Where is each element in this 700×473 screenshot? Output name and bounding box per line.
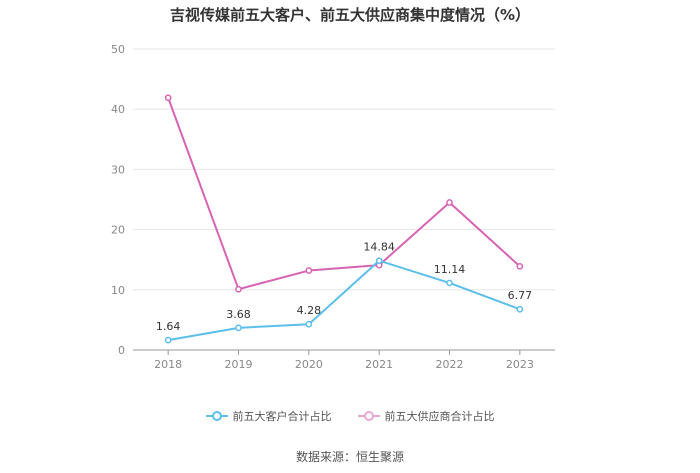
- legend-label-suppliers: 前五大供应商合计占比: [384, 410, 495, 423]
- x-tick-label: 2022: [436, 358, 464, 371]
- chart-title: 吉视传媒前五大客户、前五大供应商集中度情况（%）: [169, 6, 531, 24]
- series-lines: [164, 94, 524, 344]
- data-label: 6.77: [508, 289, 533, 302]
- legend-item-customers[interactable]: 前五大客户合计占比: [205, 408, 332, 424]
- x-tick-label: 2021: [365, 358, 393, 371]
- data-label: 3.68: [226, 308, 251, 321]
- data-point[interactable]: [164, 336, 172, 344]
- y-tick-label: 20: [111, 224, 125, 237]
- data-point[interactable]: [516, 262, 524, 270]
- legend-label-customers: 前五大客户合计占比: [232, 410, 332, 423]
- data-point[interactable]: [375, 257, 383, 265]
- x-tick-label: 2020: [295, 358, 323, 371]
- grid-lines: [133, 48, 555, 291]
- y-tick-label: 30: [111, 163, 125, 176]
- series-line-0: [167, 259, 521, 342]
- data-point[interactable]: [446, 279, 453, 287]
- x-axis: 2018 2019 2020 2021 2022 2023: [133, 349, 555, 371]
- data-point[interactable]: [305, 267, 313, 274]
- series-line-1: [167, 97, 521, 291]
- legend-item-suppliers[interactable]: 前五大供应商合计占比: [357, 408, 495, 424]
- data-point[interactable]: [305, 320, 313, 328]
- y-tick-label: 40: [111, 103, 125, 116]
- x-tick-label: 2023: [506, 358, 534, 371]
- data-label: 14.84: [363, 241, 395, 254]
- y-tick-label: 50: [111, 43, 125, 56]
- y-tick-label: 10: [111, 284, 125, 297]
- y-axis-ticks: 0 10 20 30 40 50: [111, 43, 125, 357]
- data-point[interactable]: [164, 94, 172, 102]
- x-tick-label: 2018: [154, 358, 182, 371]
- data-label: 4.28: [297, 304, 322, 317]
- legend: 前五大客户合计占比 前五大供应商合计占比: [0, 408, 700, 424]
- legend-swatch-customers-icon: [205, 411, 228, 421]
- data-point[interactable]: [235, 324, 242, 332]
- x-tick-label: 2019: [225, 358, 253, 371]
- data-source: 数据来源：恒生聚源: [295, 450, 404, 464]
- data-label: 11.14: [434, 263, 466, 276]
- data-point[interactable]: [446, 199, 453, 206]
- data-point[interactable]: [235, 285, 242, 293]
- data-label: 1.64: [156, 320, 181, 333]
- data-point[interactable]: [516, 305, 524, 313]
- legend-swatch-suppliers-icon: [357, 411, 380, 421]
- data-labels: 1.64 3.68 4.28 14.84 11.14 6.77: [156, 241, 532, 333]
- y-tick-label: 0: [118, 344, 125, 357]
